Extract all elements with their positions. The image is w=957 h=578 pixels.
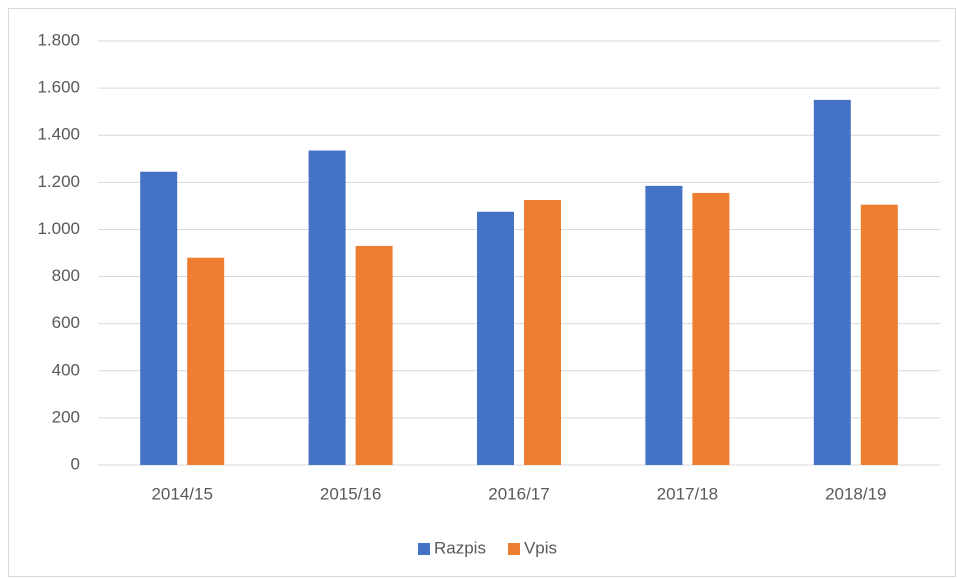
- legend-swatch: [507, 543, 520, 555]
- y-tick-label: 200: [52, 407, 80, 426]
- bar: [692, 192, 730, 465]
- legend-label: Vpis: [524, 538, 557, 557]
- x-tick-label: 2015/16: [320, 484, 381, 503]
- bar: [308, 150, 346, 466]
- y-tick-label: 600: [52, 313, 80, 332]
- x-tick-label: 2017/18: [657, 484, 718, 503]
- bar: [813, 99, 851, 465]
- bar: [645, 185, 683, 465]
- bar: [477, 211, 514, 465]
- y-tick-label: 1.400: [37, 125, 80, 144]
- bar: [860, 204, 898, 465]
- y-tick-label: 0: [71, 454, 80, 473]
- bar: [355, 245, 393, 465]
- bar: [140, 171, 178, 465]
- x-tick-label: 2014/15: [151, 484, 212, 503]
- bar: [187, 257, 225, 465]
- y-tick-label: 1.000: [37, 219, 80, 238]
- y-tick-label: 800: [52, 266, 80, 285]
- x-tick-label: 2016/17: [488, 484, 549, 503]
- x-tick-label: 2018/19: [825, 484, 886, 503]
- y-tick-label: 1.600: [37, 78, 80, 97]
- legend-swatch: [418, 543, 430, 555]
- y-tick-label: 1.200: [37, 172, 80, 191]
- y-tick-label: 400: [52, 360, 80, 379]
- legend-label: Razpis: [434, 538, 486, 557]
- y-tick-label: 1.800: [37, 30, 80, 49]
- bar: [524, 200, 561, 465]
